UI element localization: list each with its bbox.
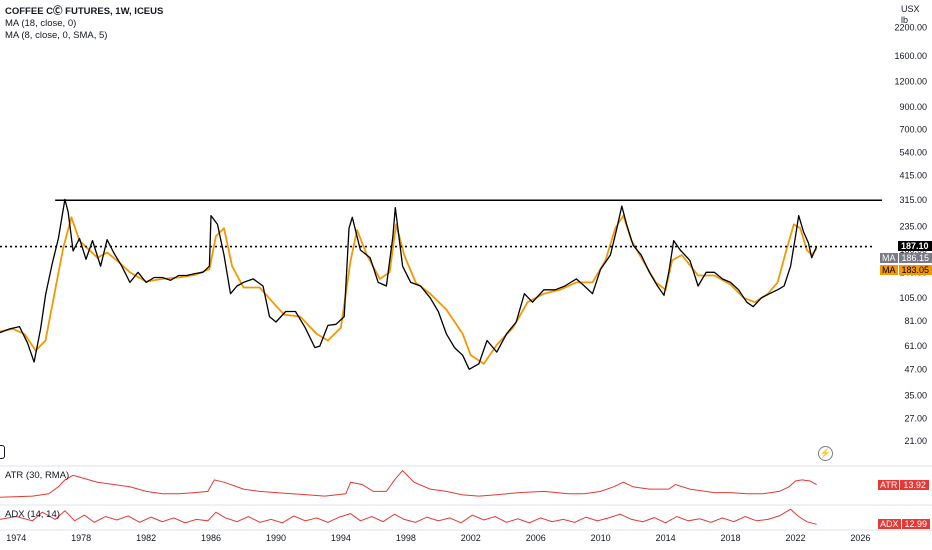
y-tick-label: 415.00 [899,171,927,181]
x-tick-label: 1990 [266,533,286,543]
x-tick-label: 1998 [396,533,416,543]
y-tick-label: 27.00 [904,414,927,424]
y-tick-label: 47.00 [904,364,927,374]
x-tick-label: 1982 [136,533,156,543]
y-tick-label: 1600.00 [894,51,927,61]
adx-label[interactable]: ADX (14, 14) [5,509,60,520]
tag-value: 12.99 [901,519,931,530]
y-tick-label: 700.00 [899,124,927,134]
y-tick-label: 2200.00 [894,23,927,33]
collapse-handle-icon[interactable] [0,445,5,459]
tag-value: 186.15 [898,252,932,263]
y-tick-label: 105.00 [899,293,927,303]
tag-name: ATR [878,479,900,490]
y-tick-label: 540.00 [899,147,927,157]
x-tick-label: 2026 [850,533,870,543]
x-tick-label: 1986 [201,533,221,543]
ma18-legend[interactable]: MA (18, close, 0) [5,18,77,29]
unit-label: lb [901,15,909,25]
tag-value: 13.92 [900,479,929,490]
y-tick-label: 900.00 [899,102,927,112]
price-tag: MA 183.05 [878,264,932,276]
adx-pane-value-tag: ADX 12.99 [876,519,932,530]
tag-name: ADX [878,519,901,530]
tag-value: 183.05 [898,264,932,275]
atr-pane [0,465,932,498]
chart-legend: COFFEE CⒸ FUTURES, 1W, ICEUS MA (18, clo… [5,6,163,42]
y-tick-label: 235.00 [899,221,927,231]
x-tick-label: 1974 [6,533,26,543]
y-tick-label: 21.00 [904,436,927,446]
y-tick-label: 315.00 [899,195,927,205]
tag-name: MA [880,252,898,263]
symbol-title[interactable]: COFFEE CⒸ FUTURES, 1W, ICEUS [5,6,164,17]
adx-pane [0,504,932,525]
ma-line [0,214,818,365]
ma8-legend[interactable]: MA (8, close, 0, SMA, 5) [5,30,108,41]
lightning-icon[interactable]: ⚡ [818,446,833,461]
price-tag: 187.10 [896,240,932,252]
y-tick-label: 1200.00 [894,76,927,86]
x-tick-label: 2022 [785,533,805,543]
currency-unit: USX lb [901,4,920,26]
x-tick-label: 1994 [331,533,351,543]
price-series [0,198,882,370]
x-tick-label: 2018 [721,533,741,543]
price-line [0,198,818,370]
x-tick-label: 2002 [461,533,481,543]
x-tick-label: 2006 [526,533,546,543]
x-tick-label: 2010 [591,533,611,543]
x-tick-label: 2014 [656,533,676,543]
atr-pane-value-tag: ATR 13.92 [876,479,931,491]
atr-label[interactable]: ATR (30, RMA) [5,470,70,481]
tag-name: MA [880,264,898,275]
atr-pane-line [0,469,817,498]
y-tick-label: 35.00 [904,390,927,400]
price-tag: MA 186.15 [878,252,932,264]
currency-label: USX [901,4,920,14]
adx-pane-line [0,508,817,525]
x-tick-label: 1978 [71,533,91,543]
tag-value: 187.10 [898,240,932,251]
price-axis[interactable]: 2200.00 1600.00 1200.00 900.00 700.00 540.00 4… [894,23,927,446]
y-tick-label: 81.00 [904,316,927,326]
y-tick-label: 61.00 [904,341,927,351]
time-axis[interactable]: 1974 1978 1982 1986 1990 1994 1998 2002 2006 2010… [0,529,932,543]
